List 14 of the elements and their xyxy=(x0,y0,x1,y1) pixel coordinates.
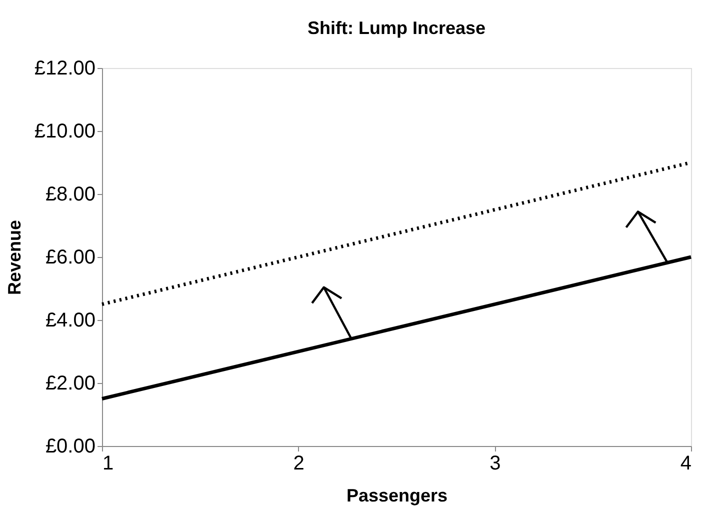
x-tick-label: 2 xyxy=(293,452,304,474)
y-tick-label: £6.00 xyxy=(45,246,96,268)
x-tick-label: 1 xyxy=(102,452,114,474)
x-tick-label: 4 xyxy=(680,452,692,474)
chart-title: Shift: Lump Increase xyxy=(307,18,486,38)
y-tick-label: £4.00 xyxy=(45,310,96,332)
y-tick-label: £2.00 xyxy=(45,372,96,394)
x-tick-label: 3 xyxy=(490,452,501,474)
y-tick-label: £0.00 xyxy=(45,436,96,458)
y-tick-label: £10.00 xyxy=(34,120,96,142)
y-axis-title: Revenue xyxy=(4,220,24,296)
x-axis-title: Passengers xyxy=(346,486,448,506)
y-tick-label: £12.00 xyxy=(34,58,96,80)
y-tick-label: £8.00 xyxy=(45,184,96,206)
